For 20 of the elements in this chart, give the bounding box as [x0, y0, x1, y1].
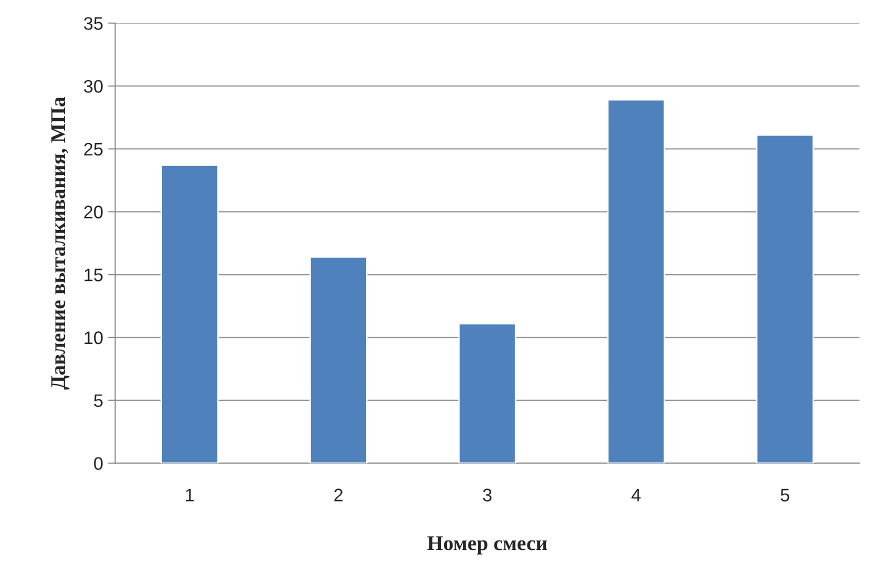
- y-tick-label: 20: [84, 206, 103, 218]
- x-tick-label: 5: [780, 488, 790, 502]
- bar: [607, 99, 666, 464]
- y-tick-label: 30: [84, 80, 103, 93]
- y-tick-label: 15: [84, 268, 103, 282]
- x-tick-label: 2: [334, 488, 343, 502]
- x-tick-label: 3: [482, 488, 492, 502]
- y-tick-label: 10: [84, 331, 103, 344]
- y-tick-label: 35: [84, 17, 103, 30]
- x-axis-title: Номер смеси: [427, 536, 548, 554]
- bar: [160, 164, 219, 464]
- bar: [756, 134, 814, 464]
- y-tick-label: 5: [94, 394, 103, 408]
- y-tick-label: 25: [84, 142, 103, 156]
- x-tick-label: 4: [632, 488, 641, 502]
- bar: [458, 322, 516, 464]
- bar: [309, 256, 368, 464]
- x-tick-label: 1: [186, 488, 194, 502]
- y-tick-label: 0: [94, 457, 103, 470]
- y-axis-title: Давление выталкивания, МПа: [51, 96, 70, 390]
